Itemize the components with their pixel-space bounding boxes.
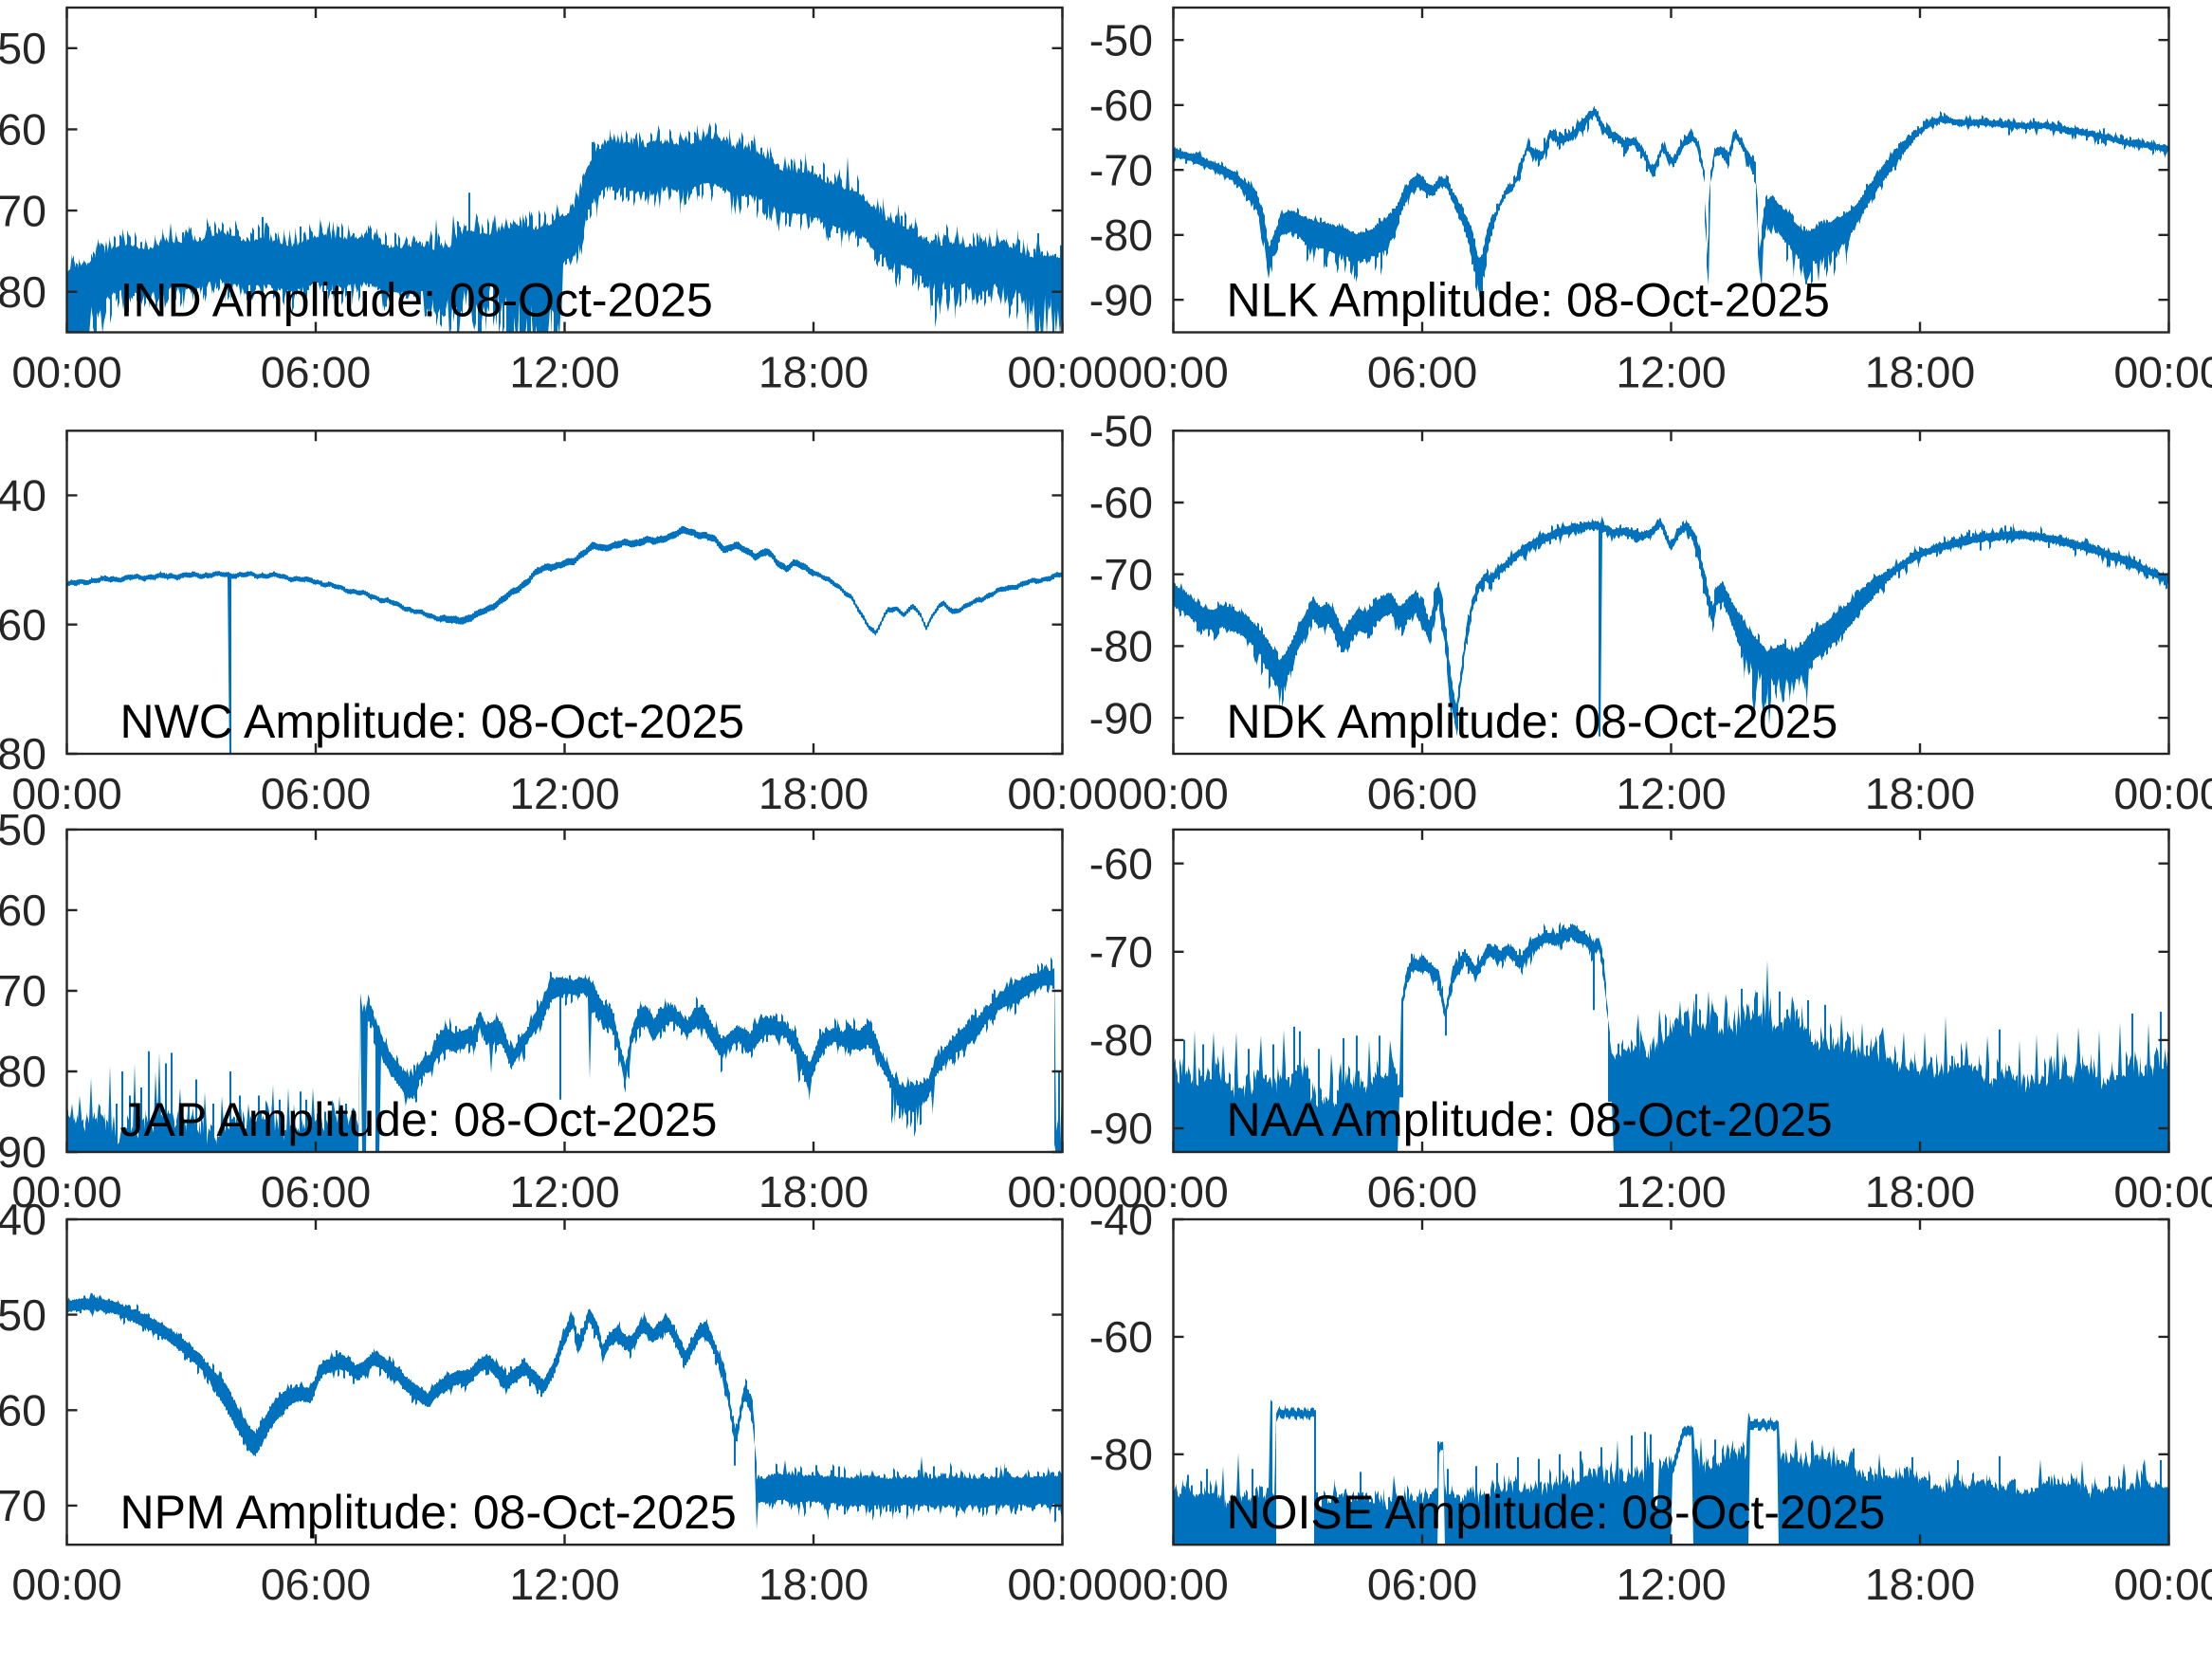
- svg-text:-40: -40: [0, 471, 46, 521]
- svg-text:18:00: 18:00: [1865, 1167, 1975, 1216]
- svg-text:-90: -90: [0, 1127, 46, 1177]
- svg-text:-70: -70: [1089, 927, 1153, 977]
- svg-text:-60: -60: [1089, 81, 1153, 130]
- svg-text:00:00: 00:00: [1007, 348, 1117, 397]
- svg-text:-80: -80: [1089, 1015, 1153, 1065]
- svg-text:-60: -60: [0, 886, 46, 935]
- svg-text:12:00: 12:00: [509, 1167, 619, 1216]
- svg-text:-60: -60: [0, 600, 46, 649]
- svg-text:-70: -70: [1089, 550, 1153, 599]
- svg-text:00:00: 00:00: [2113, 769, 2212, 818]
- svg-text:-60: -60: [1089, 1312, 1153, 1362]
- svg-text:18:00: 18:00: [759, 348, 868, 397]
- svg-text:-70: -70: [1089, 145, 1153, 194]
- svg-text:00:00: 00:00: [1118, 1560, 1228, 1609]
- svg-text:00:00: 00:00: [11, 769, 121, 818]
- svg-text:18:00: 18:00: [759, 769, 868, 818]
- svg-text:-90: -90: [1089, 693, 1153, 742]
- svg-text:06:00: 06:00: [1367, 1167, 1477, 1216]
- svg-text:-40: -40: [1089, 1195, 1153, 1244]
- svg-text:00:00: 00:00: [1118, 1167, 1228, 1216]
- svg-text:00:00: 00:00: [1007, 769, 1117, 818]
- svg-text:-70: -70: [0, 966, 46, 1015]
- svg-text:00:00: 00:00: [2113, 1167, 2212, 1216]
- svg-text:-60: -60: [1089, 478, 1153, 527]
- svg-text:00:00: 00:00: [11, 1560, 121, 1609]
- svg-text:18:00: 18:00: [759, 1167, 868, 1216]
- svg-text:-50: -50: [0, 24, 46, 73]
- svg-text:00:00: 00:00: [1007, 1560, 1117, 1609]
- svg-text:-60: -60: [0, 105, 46, 155]
- svg-text:06:00: 06:00: [261, 769, 371, 818]
- svg-text:00:00: 00:00: [1118, 769, 1228, 818]
- svg-text:12:00: 12:00: [509, 769, 619, 818]
- svg-text:-50: -50: [1089, 16, 1153, 65]
- svg-text:00:00: 00:00: [2113, 348, 2212, 397]
- svg-text:-80: -80: [0, 1047, 46, 1096]
- svg-text:NAA Amplitude: 08-Oct-2025: NAA Amplitude: 08-Oct-2025: [1227, 1093, 1833, 1146]
- svg-text:-70: -70: [0, 186, 46, 235]
- svg-text:-90: -90: [1089, 275, 1153, 324]
- svg-text:NPM Amplitude: 08-Oct-2025: NPM Amplitude: 08-Oct-2025: [120, 1486, 737, 1539]
- svg-text:18:00: 18:00: [1865, 348, 1975, 397]
- svg-text:00:00: 00:00: [11, 1167, 121, 1216]
- svg-text:06:00: 06:00: [261, 348, 371, 397]
- svg-text:12:00: 12:00: [509, 1560, 619, 1609]
- svg-text:NOISE Amplitude: 08-Oct-2025: NOISE Amplitude: 08-Oct-2025: [1227, 1486, 1886, 1539]
- svg-text:-50: -50: [0, 805, 46, 854]
- svg-text:-90: -90: [1089, 1104, 1153, 1153]
- svg-text:-40: -40: [0, 1195, 46, 1244]
- svg-text:12:00: 12:00: [509, 348, 619, 397]
- svg-text:NLK Amplitude: 08-Oct-2025: NLK Amplitude: 08-Oct-2025: [1227, 274, 1830, 327]
- svg-text:12:00: 12:00: [1616, 1167, 1726, 1216]
- svg-text:12:00: 12:00: [1616, 1560, 1726, 1609]
- svg-text:-50: -50: [1089, 407, 1153, 456]
- svg-text:06:00: 06:00: [1367, 1560, 1477, 1609]
- svg-text:06:00: 06:00: [1367, 348, 1477, 397]
- svg-text:18:00: 18:00: [759, 1560, 868, 1609]
- svg-text:-80: -80: [0, 729, 46, 778]
- svg-text:-80: -80: [0, 267, 46, 317]
- svg-text:JAP Amplitude: 08-Oct-2025: JAP Amplitude: 08-Oct-2025: [120, 1093, 718, 1146]
- svg-text:12:00: 12:00: [1616, 348, 1726, 397]
- svg-text:-50: -50: [0, 1290, 46, 1340]
- svg-text:18:00: 18:00: [1865, 1560, 1975, 1609]
- svg-text:00:00: 00:00: [1118, 348, 1228, 397]
- svg-text:18:00: 18:00: [1865, 769, 1975, 818]
- svg-text:06:00: 06:00: [261, 1560, 371, 1609]
- svg-text:-60: -60: [1089, 839, 1153, 888]
- svg-text:-80: -80: [1089, 622, 1153, 671]
- svg-text:NDK Amplitude: 08-Oct-2025: NDK Amplitude: 08-Oct-2025: [1227, 695, 1838, 748]
- svg-text:12:00: 12:00: [1616, 769, 1726, 818]
- svg-text:00:00: 00:00: [11, 348, 121, 397]
- svg-text:NWC Amplitude: 08-Oct-2025: NWC Amplitude: 08-Oct-2025: [120, 695, 745, 748]
- svg-text:-60: -60: [0, 1386, 46, 1435]
- svg-text:-80: -80: [1089, 1430, 1153, 1479]
- svg-text:00:00: 00:00: [1007, 1167, 1117, 1216]
- svg-text:-80: -80: [1089, 210, 1153, 260]
- svg-text:-70: -70: [0, 1481, 46, 1530]
- svg-text:00:00: 00:00: [2113, 1560, 2212, 1609]
- svg-text:06:00: 06:00: [261, 1167, 371, 1216]
- svg-text:IND Amplitude: 08-Oct-2025: IND Amplitude: 08-Oct-2025: [120, 274, 713, 327]
- svg-text:06:00: 06:00: [1367, 769, 1477, 818]
